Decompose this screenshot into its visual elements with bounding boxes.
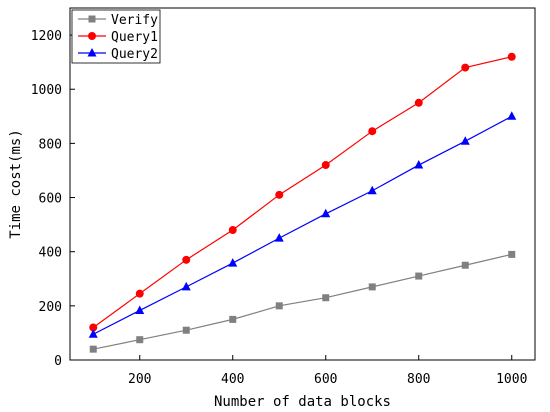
legend-label: Query1 xyxy=(111,30,158,45)
data-point xyxy=(414,98,423,107)
legend-item-verify: Verify xyxy=(78,13,158,28)
data-point xyxy=(367,185,377,195)
series-line xyxy=(93,253,512,350)
data-point xyxy=(88,15,96,23)
y-tick-label: 400 xyxy=(39,246,62,261)
series-query2 xyxy=(88,111,517,338)
plot-border xyxy=(69,7,536,361)
legend: Verify Query1 Query2 xyxy=(71,9,161,64)
data-point xyxy=(182,255,191,264)
data-point xyxy=(368,283,376,291)
data-point xyxy=(135,305,145,314)
data-point xyxy=(507,52,516,61)
data-point xyxy=(89,323,98,332)
data-point xyxy=(414,160,424,169)
series-layer xyxy=(88,52,517,353)
data-point xyxy=(321,208,331,218)
series-verify xyxy=(89,250,516,353)
legend-item-query2: Query2 xyxy=(78,47,158,62)
data-point xyxy=(508,250,516,258)
data-point xyxy=(89,345,97,353)
plot-area xyxy=(69,7,536,361)
data-point xyxy=(229,315,237,323)
data-point xyxy=(415,272,423,280)
x-axis-title: Number of data blocks xyxy=(214,394,391,410)
data-point xyxy=(368,127,377,136)
data-point xyxy=(88,32,96,40)
x-tick-label: 1000 xyxy=(496,372,527,387)
y-tick-label: 1000 xyxy=(31,83,62,98)
axis-ticks: 200 400 600 800 1000 0 200 400 600 800 1000 1200 xyxy=(31,29,528,387)
data-point xyxy=(461,63,470,72)
data-point xyxy=(507,111,517,120)
data-point xyxy=(321,161,330,170)
x-tick-label: 400 xyxy=(221,372,244,387)
x-tick-label: 200 xyxy=(128,372,151,387)
series-query1 xyxy=(89,52,516,332)
data-point xyxy=(135,289,144,298)
y-tick-label: 1200 xyxy=(31,29,62,44)
data-point xyxy=(275,190,284,199)
data-point xyxy=(275,302,283,310)
data-point xyxy=(136,336,144,344)
data-point xyxy=(87,48,97,57)
legend-label: Verify xyxy=(111,13,158,28)
y-tick-label: 0 xyxy=(54,354,62,369)
legend-item-query1: Query1 xyxy=(78,30,158,45)
data-point xyxy=(228,258,238,267)
data-point xyxy=(228,226,237,235)
y-tick-label: 200 xyxy=(39,300,62,315)
series-line xyxy=(92,56,512,328)
x-tick-label: 800 xyxy=(407,372,430,387)
data-point xyxy=(182,326,190,334)
data-point xyxy=(460,136,470,145)
data-point xyxy=(88,329,98,338)
data-point xyxy=(181,281,191,291)
x-tick-label: 600 xyxy=(314,372,337,387)
data-point xyxy=(322,294,330,302)
y-tick-label: 600 xyxy=(39,192,62,207)
data-point xyxy=(461,261,469,269)
series-line xyxy=(92,115,513,335)
y-tick-label: 800 xyxy=(39,137,62,152)
y-axis-title: Time cost(ms) xyxy=(8,129,24,239)
legend-label: Query2 xyxy=(111,47,158,62)
data-point xyxy=(274,233,284,242)
